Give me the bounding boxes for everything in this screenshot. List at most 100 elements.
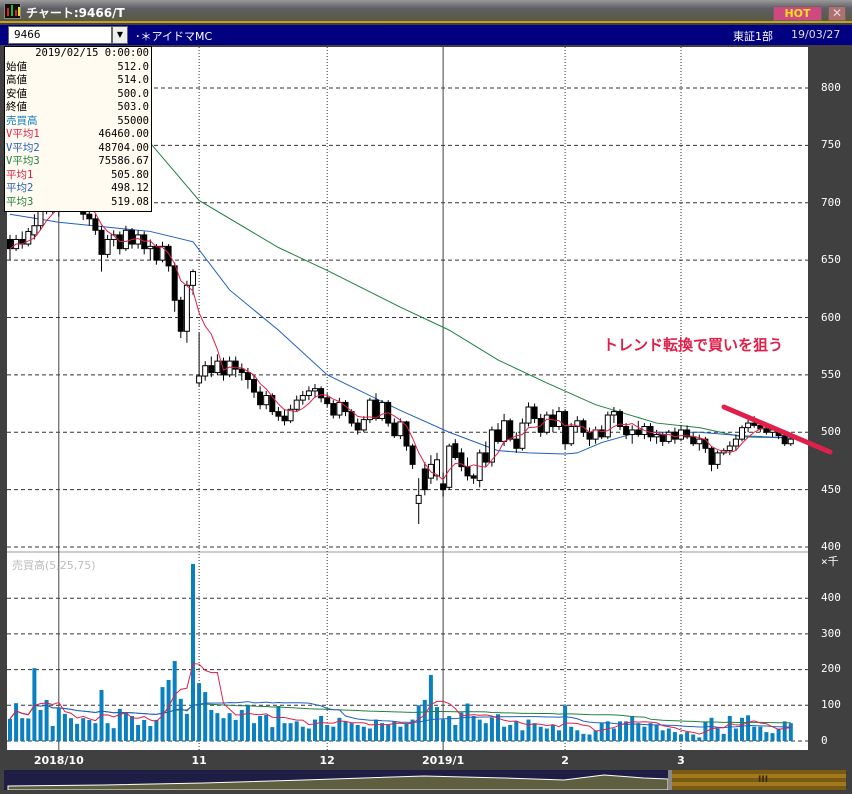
tooltip-value: 498.12 <box>111 182 149 194</box>
tooltip-datetime-value: 2019/02/15 0:00:00 <box>35 47 149 59</box>
overview-mini-chart <box>7 774 668 790</box>
candle-body <box>208 365 215 374</box>
volume-bar <box>282 723 287 741</box>
volume-bar <box>300 726 305 741</box>
volume-bar <box>441 719 446 741</box>
price-tick-label: 700 <box>821 195 841 209</box>
price-tick-label: 750 <box>821 138 841 152</box>
tooltip-row: V平均1 46460.00 <box>5 128 151 142</box>
candle-body <box>458 452 465 468</box>
candle-body <box>190 271 196 286</box>
volume-bar <box>703 721 708 741</box>
volume-bar <box>264 714 269 741</box>
volume-bar <box>44 699 49 741</box>
candle-body <box>257 391 264 406</box>
candle-body <box>287 408 294 422</box>
tooltip-row: 高値 514.0 <box>5 74 151 88</box>
volume-bar <box>514 721 519 741</box>
volume-bar <box>624 721 629 741</box>
volume-bar <box>56 708 61 741</box>
candle-body <box>763 428 770 433</box>
tooltip-datetime: 2019/02/15 0:00:00 <box>5 47 151 61</box>
tooltip-value: 503.0 <box>117 101 149 113</box>
price-ma1-line <box>9 198 791 481</box>
candle-body <box>452 443 459 458</box>
chevron-down-icon[interactable]: ▼ <box>112 26 128 44</box>
volume-bar <box>782 721 787 741</box>
volume-bar <box>105 723 110 741</box>
tooltip-label: 終値 <box>6 101 27 113</box>
candle-body <box>275 411 282 417</box>
candle-body <box>659 434 666 442</box>
volume-bar <box>709 717 714 741</box>
volume-bar <box>532 723 537 741</box>
date-tick-label: 2018/10 <box>33 754 84 767</box>
volume-bar <box>733 728 738 741</box>
candle-body <box>635 429 642 436</box>
tooltip-label: V平均3 <box>6 155 40 167</box>
volume-bar <box>593 730 598 741</box>
candle-body <box>92 218 99 231</box>
candle-body <box>745 422 752 429</box>
volume-bar <box>489 717 494 741</box>
volume-bar <box>508 724 513 741</box>
volume-bar <box>62 713 67 741</box>
close-icon[interactable]: ✕ <box>828 6 846 21</box>
volume-bar <box>550 724 555 741</box>
candle-body <box>610 411 617 416</box>
volume-bar <box>471 716 476 741</box>
candle-body <box>342 401 349 413</box>
price-tick-label: 400 <box>821 540 841 553</box>
tooltip-row: V平均2 48704.00 <box>5 142 151 156</box>
candle-body <box>293 399 300 410</box>
volume-bar <box>81 718 86 741</box>
symbol-code-input[interactable]: 9466 <box>8 26 112 44</box>
volume-bar <box>538 726 543 741</box>
candle-body <box>330 403 337 416</box>
chart-scrollbar[interactable]: III <box>4 770 846 790</box>
volume-bar <box>404 723 409 741</box>
volume-bar <box>75 723 80 741</box>
volume-bar <box>361 726 366 741</box>
annotation-text: トレンド転換で買いを狙う <box>603 336 784 354</box>
volume-bar <box>465 703 470 741</box>
hot-button[interactable]: HOT <box>773 6 822 21</box>
volume-bar <box>191 563 195 741</box>
candle-body <box>781 435 788 445</box>
volume-bar <box>148 726 153 741</box>
volume-bar <box>428 674 433 741</box>
volume-bar <box>160 687 165 741</box>
volume-bar <box>483 723 488 741</box>
volume-bar <box>715 728 720 741</box>
volume-bar <box>660 730 665 741</box>
scrollbar-thumb[interactable]: III <box>668 770 846 790</box>
tooltip-value: 505.80 <box>111 168 149 181</box>
tooltip-row: 始値 512.0 <box>5 61 151 75</box>
candle-body <box>513 438 520 449</box>
candle-body <box>482 452 489 463</box>
candle-body <box>196 375 203 384</box>
candle-body <box>269 395 276 413</box>
volume-bar <box>32 668 37 741</box>
candle-body <box>434 459 440 477</box>
tooltip-label: 平均2 <box>6 182 34 194</box>
tooltip-row: 平均1 505.80 <box>5 169 151 183</box>
candle-body <box>360 419 367 431</box>
volume-bar <box>343 721 348 741</box>
volume-tick-label: 300 <box>821 627 841 640</box>
volume-bar <box>575 730 580 741</box>
volume-bar <box>679 734 683 741</box>
volume-ma1-line <box>9 662 791 735</box>
candle-body <box>348 411 355 424</box>
volume-bar <box>20 718 25 741</box>
candle-body <box>318 388 325 399</box>
candle-body <box>653 434 660 438</box>
candle-body <box>702 438 709 449</box>
candle-body <box>177 299 184 332</box>
company-name: ･＊アイドマMC <box>135 30 213 43</box>
price-tick-label: 450 <box>821 482 841 496</box>
candle-body <box>214 360 221 374</box>
tooltip-label: 平均3 <box>6 195 34 208</box>
volume-bar <box>319 716 324 741</box>
